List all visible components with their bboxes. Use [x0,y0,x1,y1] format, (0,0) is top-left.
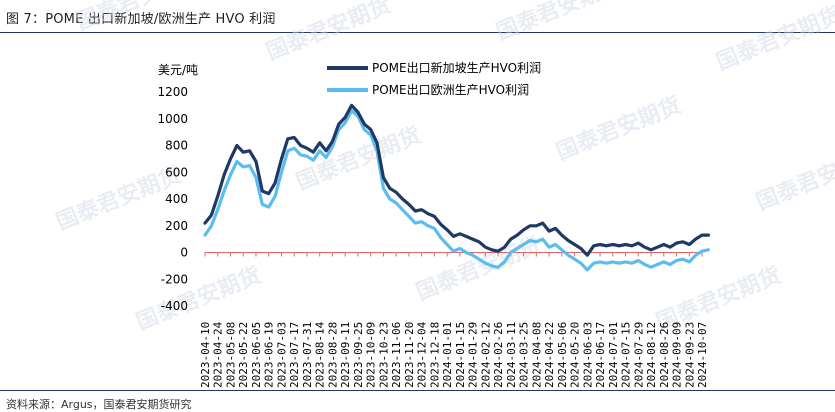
x-tick-label: 2024-03-11 [505,322,518,388]
x-tick-label: 2023-05-08 [224,322,237,388]
x-tick-label: 2023-09-11 [339,322,352,388]
y-axis-unit-label: 美元/吨 [158,63,198,77]
watermark-text: 国泰君安期货 [493,0,625,46]
legend: POME出口新加坡生产HVO利润 POME出口欧洲生产HVO利润 [327,60,541,97]
y-tick-label: -400 [161,299,188,313]
x-tick-label: 2024-01-15 [454,322,467,388]
source-note: 资料来源：Argus，国泰君安期货研究 [6,398,192,411]
legend-label: POME出口新加坡生产HVO利润 [372,60,541,75]
x-tick-label: 2023-12-18 [428,322,441,388]
x-tick-label: 2023-10-09 [365,322,378,388]
x-tick-label: 2023-05-22 [237,322,250,388]
x-tick-label: 2023-08-14 [314,321,327,388]
x-tick-label: 2023-06-05 [250,322,263,388]
x-tick-label: 2023-11-20 [403,322,416,388]
x-tick-label: 2024-06-03 [581,322,594,388]
x-tick-label: 2023-07-31 [301,322,314,388]
x-tick-label: 2024-08-26 [658,322,671,388]
x-tick-label: 2024-03-25 [518,322,531,388]
bottom-rule [0,390,835,391]
watermark-text: 国泰君安期货 [553,92,685,166]
x-tick-label: 2023-04-10 [199,322,212,388]
x-tick-label: 2023-07-03 [275,322,288,388]
series-line-europe [203,109,710,272]
x-tick-label: 2023-09-25 [352,322,365,388]
y-tick-label: 200 [165,219,188,233]
series-layer [203,103,710,272]
x-tick-label: 2023-12-04 [416,321,429,388]
x-tick-label: 2024-06-17 [594,322,607,388]
series-line-singapore [203,103,710,257]
x-tick-label: 2024-02-26 [492,322,505,388]
x-tick-label: 2023-07-17 [288,322,301,388]
x-tick-label: 2024-02-12 [479,322,492,388]
y-tick-label: 1000 [157,112,188,126]
y-tick-label: 1200 [157,85,188,99]
x-tick-label: 2024-04-22 [543,322,556,388]
x-tick-label: 2023-10-23 [377,322,390,388]
x-tick-label: 2024-09-23 [683,322,696,388]
x-tick-label: 2024-05-20 [569,322,582,388]
legend-label: POME出口欧洲生产HVO利润 [372,83,529,97]
x-tick-label: 2024-08-12 [645,322,658,388]
y-tick-label: 600 [165,165,188,179]
x-tick-label: 2024-09-09 [671,322,684,388]
x-axis: 2023-04-10 2023-04-24 2023-05-08 2023-05-22… [199,252,709,388]
top-rule [0,32,835,33]
x-tick-label: 2024-01-29 [467,322,480,388]
watermark-text: 国泰君安期货 [753,142,835,216]
watermark-text: 国泰君安期货 [263,0,395,66]
figure-title: 图 7：POME 出口新加坡/欧洲生产 HVO 利润 [6,12,276,27]
x-tick-label: 2024-10-07 [696,322,709,388]
x-tick-label: 2024-01-01 [441,322,454,388]
y-tick-label: 0 [180,246,188,260]
x-tick-label: 2023-04-24 [212,321,225,388]
x-tick-label: 2024-07-29 [632,322,645,388]
x-tick-label: 2024-04-08 [530,322,543,388]
y-axis: -400 -200 0 200 400 600 800 1000 1200 [157,85,188,313]
x-tick-label: 2024-07-01 [607,322,620,388]
y-tick-label: 800 [165,139,188,153]
watermark-text: 国泰君安期货 [713,2,835,76]
x-tick-label: 2023-11-06 [390,322,403,388]
x-tick-label: 2024-05-06 [556,322,569,388]
x-tick-label: 2023-06-19 [263,322,276,388]
watermark-text: 国泰君安期货 [73,0,205,36]
y-tick-label: 400 [165,192,188,206]
y-tick-label: -200 [161,272,188,286]
x-tick-label: 2024-07-15 [620,322,633,388]
x-tick-label: 2023-08-28 [326,322,339,388]
